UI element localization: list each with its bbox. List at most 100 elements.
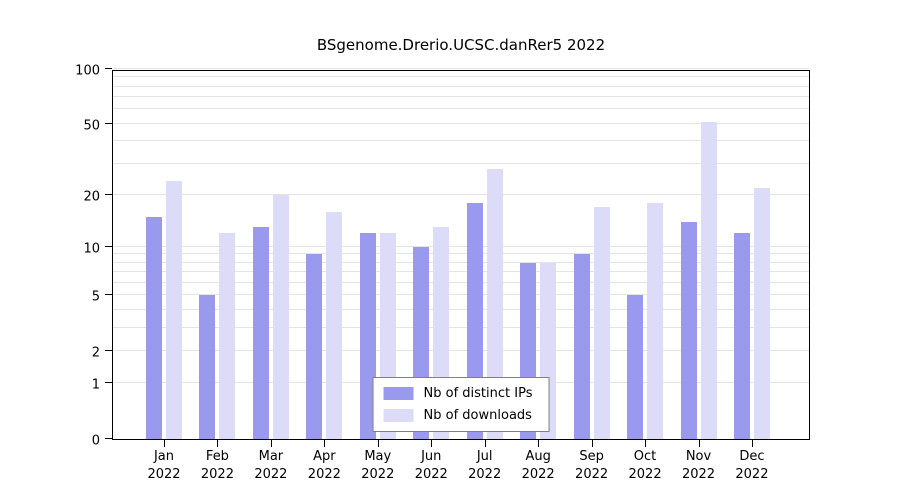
bar-distinct-ips [573, 254, 590, 439]
x-label-year: 2022 [147, 466, 181, 482]
y-axis-tick-label: 100 [75, 63, 100, 79]
gridline [113, 349, 809, 351]
bar-downloads [166, 180, 182, 439]
gridline [113, 96, 809, 98]
x-label-year: 2022 [681, 466, 716, 482]
bar-distinct-ips [627, 295, 644, 439]
x-label-year: 2022 [628, 466, 662, 482]
y-axis-tick-label: 1 [91, 377, 100, 393]
bar-downloads [326, 211, 343, 439]
x-axis-tick [484, 440, 486, 447]
bar-downloads [753, 187, 770, 439]
x-axis-tick-label: Aug 2022 [522, 448, 555, 483]
legend-entry-distinct-ips: Nb of distinct IPs [383, 386, 533, 401]
gridline [113, 193, 809, 195]
x-axis-tick-label: Jun 2022 [415, 448, 448, 483]
bar-downloads [486, 169, 503, 439]
gridline [113, 326, 809, 328]
legend-label-distinct-ips: Nb of distinct IPs [423, 386, 533, 401]
x-axis-tick-label: Jan 2022 [147, 448, 180, 483]
legend-swatch-distinct-ips [383, 387, 414, 400]
x-axis-tick [698, 440, 700, 447]
bar-downloads [219, 233, 236, 439]
x-label-month: Apr [313, 449, 336, 464]
x-label-year: 2022 [735, 466, 769, 482]
gridline [113, 282, 809, 283]
gridline [113, 245, 809, 247]
x-axis-tick-label: Dec 2022 [735, 448, 768, 483]
x-label-month: Jun [421, 449, 442, 464]
x-axis-tick [431, 440, 433, 447]
bar-distinct-ips [199, 295, 216, 439]
x-label-month: Aug [525, 449, 551, 464]
gridline [113, 294, 809, 296]
x-axis-tick-label: Jul 2022 [468, 448, 501, 483]
x-label-year: 2022 [468, 466, 502, 482]
y-axis-tick-label: 5 [91, 289, 100, 305]
legend-swatch-downloads [383, 409, 414, 422]
chart-title: BSgenome.Drerio.UCSC.danRer5 2022 [316, 36, 606, 54]
y-axis-tick [105, 245, 112, 247]
x-label-year: 2022 [307, 466, 341, 482]
legend-entry-downloads: Nb of downloads [383, 408, 533, 423]
legend: Nb of distinct IPs Nb of downloads [372, 377, 550, 432]
x-label-month: Jan [153, 449, 175, 464]
x-axis-tick [324, 440, 326, 447]
y-axis-tick [105, 349, 112, 351]
bar-downloads [647, 202, 664, 439]
bar-distinct-ips [306, 254, 323, 439]
x-axis-tick [591, 440, 593, 447]
x-label-month: Dec [739, 449, 765, 464]
x-label-month: Mar [258, 449, 284, 464]
gridline [113, 140, 809, 142]
bar-distinct-ips [359, 233, 376, 439]
x-axis-tick [270, 440, 272, 447]
x-axis-tick [645, 440, 647, 447]
x-axis-tick [217, 440, 219, 447]
y-axis-tick [105, 193, 112, 195]
x-axis-tick [164, 440, 165, 447]
bar-distinct-ips [146, 216, 162, 439]
x-label-month: May [364, 449, 392, 464]
x-axis-tick-label: Sep 2022 [575, 448, 608, 483]
x-axis-tick [751, 440, 753, 447]
gridline [113, 271, 809, 273]
gridline [113, 261, 809, 263]
gridline [113, 85, 809, 87]
gridline [113, 68, 809, 69]
y-axis-tick [105, 122, 112, 124]
legend-label-downloads: Nb of downloads [423, 408, 532, 423]
gridline [113, 108, 809, 110]
x-label-month: Nov [685, 449, 712, 464]
bar-distinct-ips [680, 221, 697, 439]
bar-downloads [700, 122, 717, 439]
y-axis-tick-label: 2 [91, 345, 100, 361]
y-axis-tick-label: 20 [83, 189, 100, 205]
y-axis-tick-label: 50 [83, 118, 100, 134]
bar-downloads [593, 207, 610, 439]
bar-distinct-ips [252, 227, 269, 439]
x-label-month: Sep [579, 449, 604, 464]
y-axis-tick-label: 0 [91, 433, 100, 449]
y-axis-tick-label: 10 [83, 241, 100, 257]
x-label-month: Oct [633, 449, 657, 464]
x-label-year: 2022 [200, 466, 234, 482]
x-axis-tick-label: May 2022 [361, 448, 394, 483]
bar-distinct-ips [733, 233, 750, 439]
x-label-year: 2022 [575, 466, 609, 482]
gridline [113, 122, 809, 124]
y-axis-tick [105, 68, 112, 69]
x-label-year: 2022 [254, 466, 288, 482]
gridline [113, 253, 809, 255]
x-axis-tick-label: Nov 2022 [682, 448, 715, 483]
x-axis-tick-label: Feb 2022 [201, 448, 234, 483]
plot-area: Nb of distinct IPs Nb of downloads 100 50… [75, 64, 810, 482]
y-axis-tick [105, 294, 112, 296]
x-label-year: 2022 [521, 466, 555, 482]
gridline [113, 76, 809, 78]
x-axis-tick-label: Mar 2022 [254, 448, 287, 483]
x-label-year: 2022 [361, 466, 395, 482]
x-axis-tick-label: Apr 2022 [308, 448, 341, 483]
x-axis-tick-label: Oct 2022 [629, 448, 662, 483]
x-label-year: 2022 [414, 466, 448, 482]
